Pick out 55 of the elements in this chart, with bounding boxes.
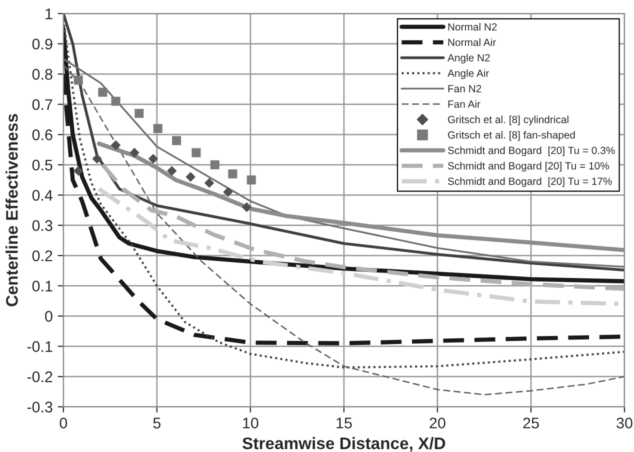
point xyxy=(73,166,84,176)
point xyxy=(153,124,162,134)
point xyxy=(166,166,177,176)
point xyxy=(130,148,140,158)
y-tick-label: -0.3 xyxy=(27,402,52,412)
y-tick-label: 0.6 xyxy=(32,129,52,140)
y-tick-label: 0.3 xyxy=(32,220,52,231)
point xyxy=(134,108,144,118)
point xyxy=(172,136,182,146)
point xyxy=(74,76,83,85)
line-series xyxy=(63,64,624,396)
x-tick-label: 15 xyxy=(336,418,352,428)
legend-label: Schmidt and Bogard [20] Tu = 17% xyxy=(448,177,612,188)
legend-label: Angle Air xyxy=(448,69,490,79)
point xyxy=(242,202,252,212)
point xyxy=(110,140,121,150)
point xyxy=(98,88,108,97)
point xyxy=(186,172,196,182)
x-tick-label: 5 xyxy=(153,418,161,428)
x-tick-label: 10 xyxy=(243,418,258,428)
y-tick-label: 0.9 xyxy=(32,38,52,50)
legend-label: Normal N2 xyxy=(448,22,497,31)
point xyxy=(228,169,238,178)
y-tick-label: 0.4 xyxy=(32,190,53,201)
legend-label: Schmidt and Bogard [20] Tu = 0.3% xyxy=(448,146,615,156)
y-tick-label: 0.2 xyxy=(32,250,52,262)
x-tick-label: 30 xyxy=(616,418,632,428)
y-tick-label: 0.5 xyxy=(32,160,52,170)
y-tick-label: -0.1 xyxy=(27,341,52,352)
legend-label: Schmidt and Bogard [20] Tu = 10% xyxy=(448,162,609,172)
y-tick-label: -0.2 xyxy=(27,371,52,382)
point xyxy=(92,154,102,164)
legend-label: Angle N2 xyxy=(448,54,490,64)
point xyxy=(210,160,220,170)
y-tick-label: 0.7 xyxy=(32,99,52,110)
y-axis-title: Centerline Effectiveness xyxy=(6,114,18,306)
point xyxy=(223,187,233,197)
x-axis-title: Streamwise Distance, X/D xyxy=(242,437,446,452)
legend-label: Gritsch et al. [8] cylindrical xyxy=(448,116,568,126)
x-tick-label: 0 xyxy=(60,418,68,428)
point xyxy=(192,148,201,158)
y-tick-label: 1 xyxy=(46,8,52,20)
point xyxy=(111,96,120,106)
legend-label: Normal Air xyxy=(448,38,496,46)
x-tick-label: 20 xyxy=(430,418,446,428)
y-tick-label: 0.8 xyxy=(32,68,52,80)
y-tick-label: 0.1 xyxy=(32,280,52,292)
point xyxy=(246,175,256,184)
legend-label: Fan Air xyxy=(448,100,480,108)
point xyxy=(204,178,214,188)
legend-label: Fan N2 xyxy=(448,84,482,92)
point xyxy=(148,154,158,164)
y-tick-label: 0 xyxy=(45,310,52,322)
legend-label: Gritsch et al. [8] fan-shaped xyxy=(448,131,575,141)
x-tick-label: 25 xyxy=(523,418,539,428)
